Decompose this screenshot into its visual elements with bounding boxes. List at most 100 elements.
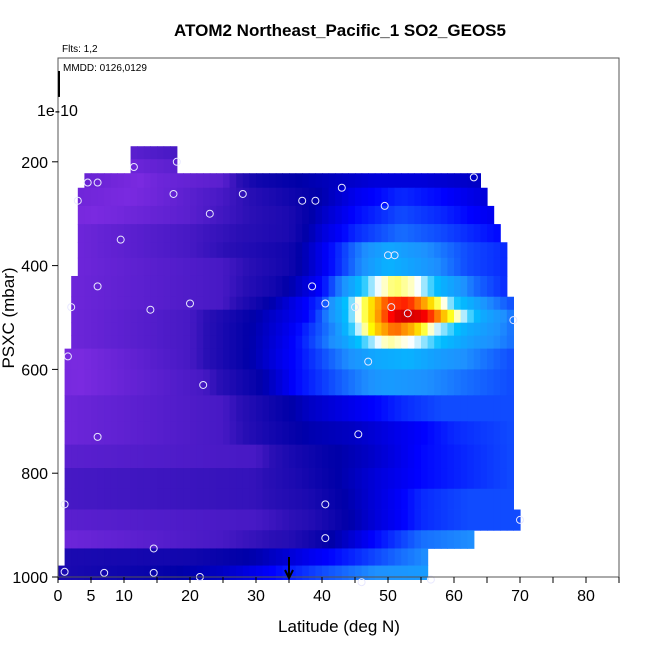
heatmap-row <box>58 565 429 580</box>
heatmap-cell <box>196 296 204 311</box>
heatmap-cell <box>176 530 184 549</box>
heatmap-cell <box>249 348 257 370</box>
heatmap-cell <box>176 173 184 189</box>
heatmap-cell <box>209 322 217 337</box>
heatmap-cell <box>407 530 415 549</box>
heatmap-cell <box>84 322 92 337</box>
heatmap-cell <box>124 309 132 324</box>
heatmap-cell <box>493 257 501 277</box>
heatmap-cell <box>480 395 488 422</box>
heatmap-cell <box>262 488 270 510</box>
heatmap-cell <box>427 488 435 510</box>
heatmap-cell <box>157 187 165 207</box>
heatmap-cell <box>381 224 389 243</box>
heatmap-row <box>64 369 514 396</box>
heatmap-cell <box>209 296 217 311</box>
heatmap-cell <box>341 395 349 422</box>
heatmap-cell <box>487 296 495 311</box>
x-tick-label: 30 <box>247 588 265 605</box>
heatmap-cell <box>480 224 488 243</box>
heatmap-cell <box>157 369 165 396</box>
heatmap-cell <box>157 565 165 580</box>
heatmap-cell <box>71 530 79 549</box>
track-point <box>186 299 194 308</box>
heatmap-cell <box>368 335 376 350</box>
heatmap-cell <box>361 395 369 422</box>
heatmap-cell <box>104 444 112 469</box>
heatmap-cell <box>361 369 369 396</box>
heatmap-cell <box>130 173 138 189</box>
heatmap-cell <box>308 395 316 422</box>
heatmap-cell <box>460 444 468 469</box>
y-axis-label: PSXC (mbar) <box>0 267 18 368</box>
heatmap-cell <box>460 530 468 549</box>
heatmap-cell <box>143 348 151 370</box>
heatmap-cell <box>110 488 118 510</box>
heatmap-cell <box>473 275 481 298</box>
heatmap-cell <box>203 335 211 350</box>
heatmap-cell <box>308 296 316 311</box>
heatmap-cell <box>381 488 389 510</box>
heatmap-cell <box>176 509 184 531</box>
heatmap-cell <box>209 187 217 207</box>
heatmap-cell <box>434 187 442 207</box>
heatmap-cell <box>355 275 363 298</box>
heatmap-cell <box>196 444 204 469</box>
heatmap-cell <box>315 187 323 207</box>
heatmap-cell <box>322 369 330 396</box>
heatmap-cell <box>91 242 99 259</box>
heatmap-cell <box>77 275 85 298</box>
heatmap-cell <box>368 369 376 396</box>
heatmap-cell <box>308 335 316 350</box>
heatmap-cell <box>256 296 264 311</box>
heatmap-cell <box>493 468 501 490</box>
heatmap-cell <box>302 257 310 277</box>
heatmap-cell <box>269 421 277 446</box>
heatmap-cell <box>262 395 270 422</box>
heatmap-cell <box>104 369 112 396</box>
heatmap-cell <box>196 488 204 510</box>
heatmap-cell <box>91 224 99 243</box>
heatmap-cell <box>236 335 244 350</box>
heatmap-cell <box>97 509 105 531</box>
heatmap-cell <box>289 242 297 259</box>
heatmap-cell <box>335 530 343 549</box>
heatmap-cell <box>223 173 231 189</box>
heatmap-cell <box>236 187 244 207</box>
heatmap-cell <box>341 224 349 243</box>
heatmap-cell <box>361 322 369 337</box>
heatmap-cell <box>262 205 270 225</box>
heatmap-cell <box>328 173 336 189</box>
heatmap-cell <box>91 205 99 225</box>
heatmap-cell <box>302 395 310 422</box>
heatmap-cell <box>143 530 151 549</box>
heatmap-cell <box>216 444 224 469</box>
heatmap-cell <box>229 309 237 324</box>
heatmap-cell <box>295 173 303 189</box>
track-point <box>199 380 208 389</box>
heatmap-cell <box>242 309 250 324</box>
heatmap-cell <box>71 468 79 490</box>
heatmap-cell <box>249 509 257 531</box>
heatmap-cell <box>480 468 488 490</box>
heatmap-cell <box>388 322 396 337</box>
heatmap-cell <box>473 468 481 490</box>
x-tick-label: 60 <box>445 588 463 605</box>
heatmap-cell <box>454 509 462 531</box>
heatmap-cell <box>308 275 316 298</box>
heatmap-cell <box>209 309 217 324</box>
heatmap-cell <box>209 509 217 531</box>
heatmap-cell <box>150 444 158 469</box>
heatmap-cell <box>249 468 257 490</box>
heatmap-cell <box>440 205 448 225</box>
heatmap-cell <box>506 509 514 531</box>
heatmap-cell <box>487 444 495 469</box>
heatmap-cell <box>328 335 336 350</box>
heatmap-cell <box>328 468 336 490</box>
heatmap-cell <box>256 275 264 298</box>
heatmap-cell <box>170 146 178 160</box>
heatmap-cell <box>84 421 92 446</box>
heatmap-cell <box>84 565 92 580</box>
heatmap-cell <box>150 395 158 422</box>
heatmap-cell <box>388 335 396 350</box>
